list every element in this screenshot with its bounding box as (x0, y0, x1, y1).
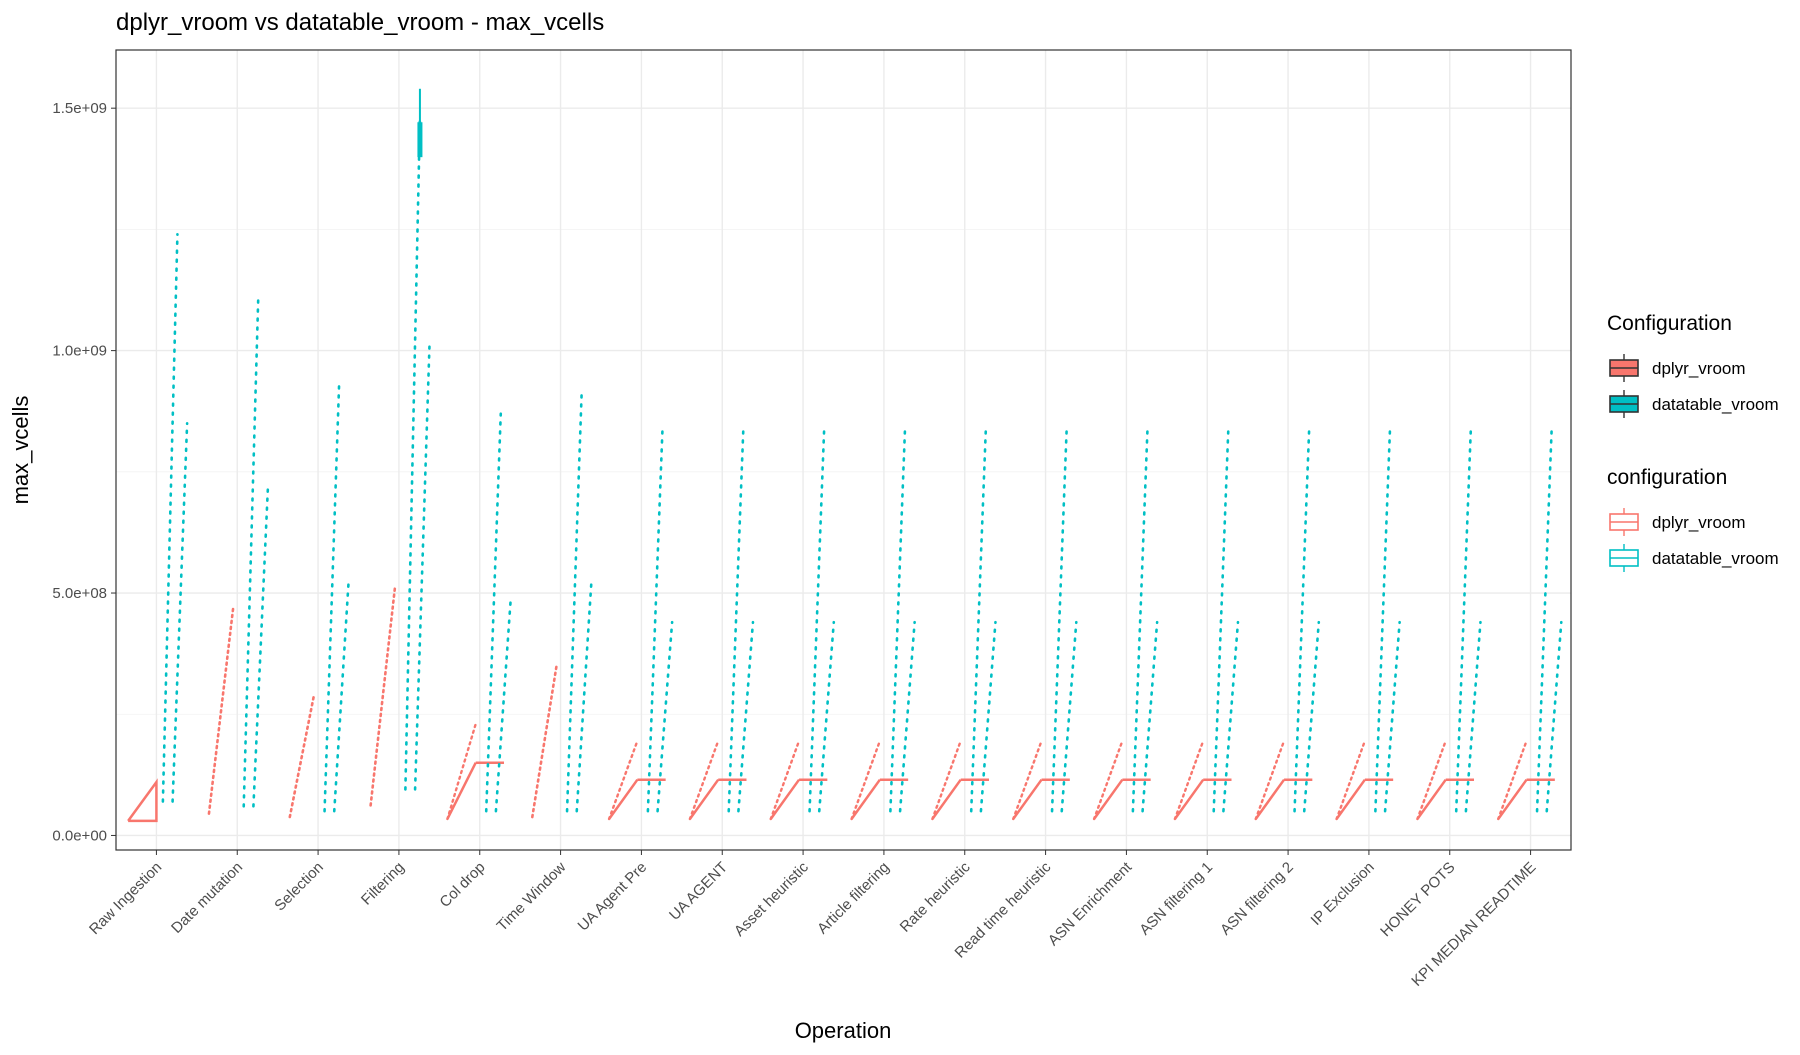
dplyr-streak-13 (1173, 739, 1205, 821)
panel-border (115, 49, 1572, 851)
legend-label: dplyr_vroom (1652, 359, 1746, 378)
x-tick-label: IP Exclusion (1308, 859, 1378, 929)
legend-title-1: configuration (1607, 466, 1727, 489)
datatable-streak-1 (242, 295, 260, 808)
dplyr-line-16 (1416, 778, 1447, 820)
y-axis-title: max_vcells (8, 396, 33, 505)
dplyr-line-4 (446, 762, 477, 820)
dplyr-line-8 (769, 778, 801, 820)
datatable-streak2-5 (575, 582, 593, 813)
dplyr-streak-14 (1254, 739, 1286, 821)
grid-layer (116, 50, 1571, 850)
datatable-streak2-1 (252, 485, 270, 808)
dplyr-line-9 (850, 778, 881, 820)
dplyr-streak-15 (1335, 739, 1367, 821)
x-tick-label: Filtering (358, 859, 408, 909)
dplyr-streak-9 (850, 739, 882, 821)
legend-title-0: Configuration (1607, 312, 1732, 335)
datatable-streak-7 (727, 429, 745, 813)
legend-label: datatable_vroom (1652, 549, 1779, 568)
dplyr-line-13 (1173, 778, 1205, 820)
x-tick-label: Time Window (494, 859, 570, 935)
x-tick-label: ASN filtering 1 (1136, 859, 1216, 939)
plot-panel (116, 50, 1571, 850)
marks-layer (127, 88, 1563, 823)
datatable-streak-14 (1293, 429, 1311, 813)
dplyr-streak-7 (688, 739, 720, 821)
x-tick-label: UA Agent Pre (575, 859, 651, 935)
datatable-box-3 (417, 122, 423, 158)
y-tick-label: 1.5e+09 (52, 100, 107, 117)
dplyr-streak-17 (1497, 739, 1528, 821)
x-tick-label: Raw Ingestion (86, 859, 165, 938)
y-tick-label: 1.0e+09 (52, 343, 107, 360)
x-tick-label: Date mutation (168, 859, 246, 937)
x-tick-label: Selection (271, 859, 327, 915)
dplyr-line-14 (1254, 778, 1286, 820)
x-tick-label: HONEY POTS (1377, 859, 1458, 940)
x-tick-label: Col drop (436, 859, 488, 911)
dplyr-streak-6 (607, 739, 639, 821)
datatable-streak-8 (808, 429, 826, 813)
dplyr-line-7 (688, 778, 720, 820)
datatable-streak-16 (1454, 429, 1473, 813)
datatable-streak-10 (969, 429, 988, 813)
x-tick-label: ASN Enrichment (1045, 858, 1136, 949)
datatable-streak2-2 (332, 577, 351, 813)
x-tick-label: ASN filtering 2 (1217, 859, 1297, 939)
x-tick-label: Article filtering (814, 859, 893, 938)
y-tick-label: 0.0e+00 (52, 827, 107, 844)
chart-title: dplyr_vroom vs datatable_vroom - max_vce… (116, 9, 604, 36)
legend-label: dplyr_vroom (1652, 513, 1746, 532)
dplyr-line-6 (608, 778, 639, 820)
dplyr-streak-5 (530, 664, 558, 819)
dplyr-line-12 (1093, 778, 1124, 820)
dplyr-line-11 (1012, 778, 1043, 820)
datatable-streak2-3 (413, 339, 431, 791)
datatable-streak-12 (1131, 429, 1149, 813)
datatable-streak-2 (323, 383, 341, 813)
datatable-streak-17 (1535, 429, 1553, 813)
y-tick-label: 5.0e+08 (52, 585, 107, 602)
dplyr-line-15 (1335, 778, 1366, 820)
dplyr-streak-8 (769, 739, 801, 821)
legend-label: datatable_vroom (1652, 395, 1779, 414)
dplyr-line-10 (931, 778, 962, 820)
dplyr-streak-16 (1416, 739, 1447, 821)
dplyr-line-17 (1497, 778, 1528, 820)
dplyr-streak-10 (931, 739, 962, 821)
dplyr-streak-2 (288, 693, 316, 819)
x-tick-label: UA AGENT (666, 859, 731, 924)
datatable-streak-11 (1050, 429, 1068, 813)
datatable-streak-15 (1374, 429, 1392, 813)
dplyr-mark-0 (127, 778, 158, 823)
dplyr-streak-11 (1012, 739, 1043, 821)
datatable-streak-4 (484, 412, 503, 813)
dplyr-streak-12 (1092, 739, 1124, 821)
datatable-streak-3 (404, 116, 422, 791)
x-tick-label: Asset heuristic (731, 858, 812, 939)
x-tick-label: Rate heuristic (897, 858, 974, 935)
dplyr-streak-1 (207, 606, 235, 815)
x-axis-title: Operation (795, 1018, 892, 1043)
dplyr-streak-4 (446, 722, 477, 821)
datatable-streak2-0 (171, 422, 189, 803)
legend-layer: Configurationdplyr_vroomdatatable_vroomc… (1607, 312, 1779, 572)
dplyr-streak-3 (369, 586, 397, 807)
datatable-streak2-4 (494, 601, 512, 813)
datatable-streak-6 (646, 429, 664, 813)
datatable-streak-5 (565, 392, 583, 813)
datatable-streak-9 (889, 429, 907, 813)
datatable-streak-13 (1212, 429, 1230, 813)
